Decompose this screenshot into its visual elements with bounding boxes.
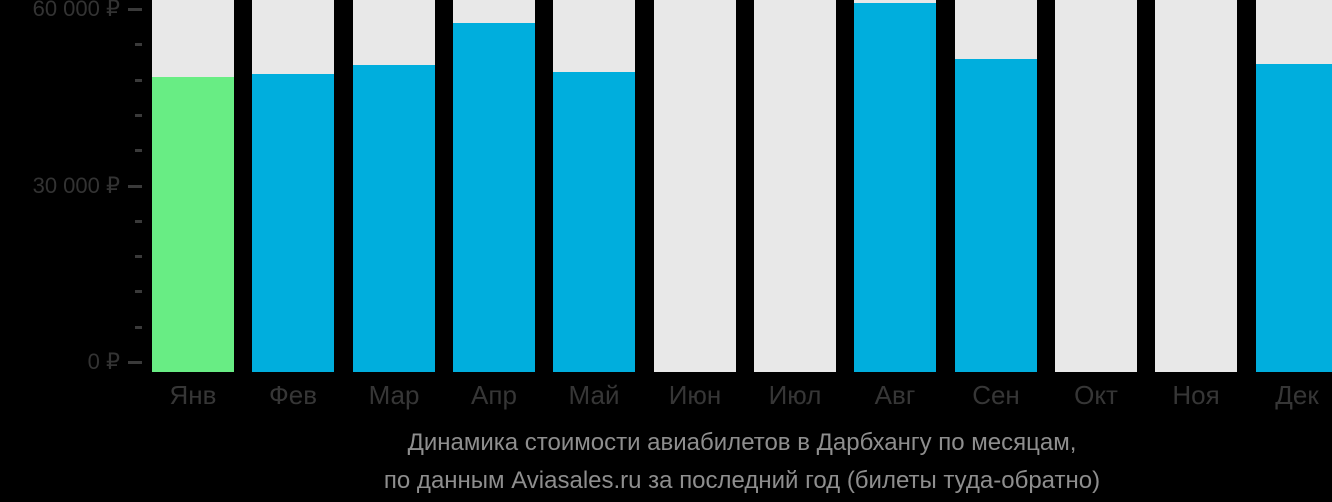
month-label: Июн [668, 380, 722, 410]
month-label: Сен [972, 380, 1020, 410]
y-axis: 0 ₽ 30 000 ₽ 60 000 ₽ [32, 0, 142, 374]
y-axis-minor-tick [135, 326, 142, 329]
y-axis-minor-tick [135, 43, 142, 46]
y-axis-tick-label: 30 000 ₽ [32, 173, 120, 198]
price-bar[interactable] [553, 72, 635, 372]
chart-column [1256, 0, 1332, 372]
y-axis-minor-tick [135, 114, 142, 117]
y-axis-major-tick [128, 8, 142, 11]
chart-column [955, 0, 1037, 372]
month-label: Ноя [1172, 380, 1220, 410]
month-label: Май [568, 380, 620, 410]
price-bar[interactable] [152, 77, 234, 372]
chart-column [754, 0, 836, 372]
y-axis-major-tick [128, 185, 142, 188]
month-label: Окт [1074, 380, 1118, 410]
y-axis-major-tick [128, 361, 142, 364]
price-bar[interactable] [353, 65, 435, 372]
chart-column [453, 0, 535, 372]
month-label: Мар [368, 380, 420, 410]
chart-title-line-2: по данным Aviasales.ru за последний год … [383, 467, 1101, 494]
chart-caption: Динамика стоимости авиабилетов в Дарбхан… [152, 424, 1332, 500]
month-label: Июл [768, 380, 822, 410]
chart-column [152, 0, 234, 372]
y-axis-minor-tick [135, 220, 142, 223]
chart-column [854, 0, 936, 372]
price-bar[interactable] [955, 59, 1037, 372]
chart-column [1055, 0, 1137, 372]
price-bar[interactable] [252, 74, 334, 372]
month-label: Дек [1275, 380, 1319, 410]
chart-column [252, 0, 334, 372]
month-label: Авг [874, 380, 916, 410]
chart-column [553, 0, 635, 372]
price-bar[interactable] [854, 3, 936, 372]
chart-column [1155, 0, 1237, 372]
month-label: Янв [169, 380, 217, 410]
price-bar[interactable] [453, 23, 535, 372]
y-axis-minor-tick [135, 290, 142, 293]
plot-area [152, 0, 1332, 372]
month-label: Фев [268, 380, 318, 410]
price-bar[interactable] [1256, 64, 1332, 372]
chart-column [654, 0, 736, 372]
y-axis-tick-label: 60 000 ₽ [32, 0, 120, 21]
y-axis-minor-tick [135, 255, 142, 258]
y-axis-tick-label: 0 ₽ [87, 349, 120, 374]
chart-title-line-1: Динамика стоимости авиабилетов в Дарбхан… [407, 429, 1077, 456]
month-label: Апр [471, 380, 517, 410]
y-axis-minor-tick [135, 149, 142, 152]
y-axis-minor-tick [135, 79, 142, 82]
chart-column [353, 0, 435, 372]
